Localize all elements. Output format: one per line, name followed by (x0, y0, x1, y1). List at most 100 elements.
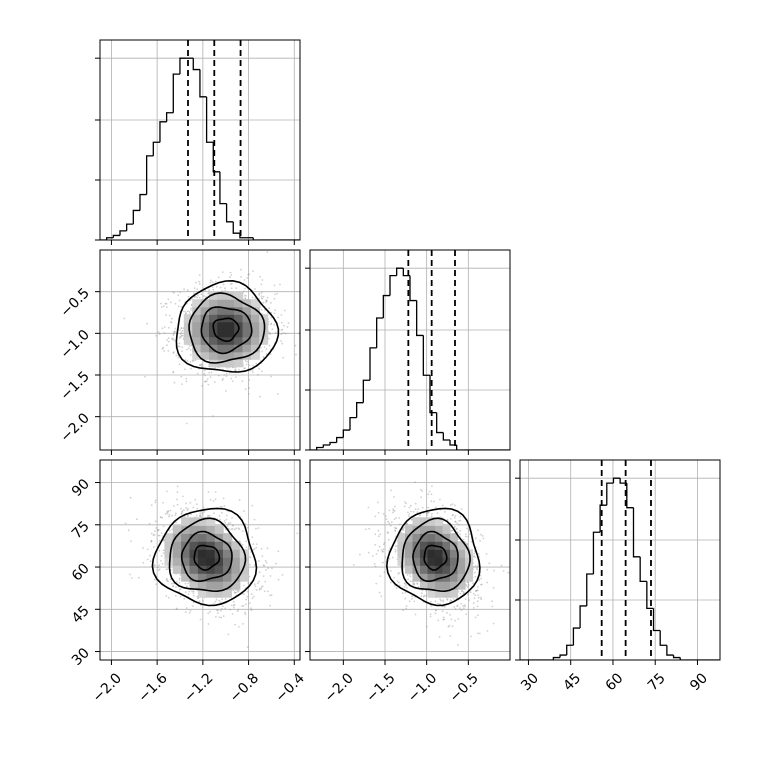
scatter-point (269, 353, 272, 356)
scatter-point (411, 518, 413, 521)
scatter-point (467, 535, 470, 538)
scatter-point (260, 547, 263, 550)
scatter-point (171, 528, 174, 531)
scatter-point (428, 490, 431, 493)
scatter-point (196, 296, 199, 299)
scatter-point (196, 595, 199, 598)
scatter-point (236, 590, 239, 593)
scatter-point (232, 524, 235, 527)
hist-bin (225, 203, 234, 223)
scatter-point (213, 381, 216, 383)
scatter-point (475, 567, 478, 570)
scatter-point (217, 374, 220, 377)
scatter-point (155, 527, 158, 529)
scatter-point (234, 369, 237, 372)
scatter-point (439, 603, 441, 605)
scatter-point (237, 589, 240, 592)
scatter-point (183, 310, 185, 313)
scatter-point (149, 554, 151, 557)
scatter-point (252, 543, 255, 546)
scatter-point (190, 304, 193, 307)
density-cell (192, 314, 202, 323)
hist-bin (416, 300, 424, 337)
scatter-point (398, 584, 401, 587)
scatter-point (193, 296, 196, 298)
scatter-point (225, 514, 228, 517)
scatter-point (232, 604, 235, 607)
scatter-point (262, 295, 265, 298)
scatter-p1-p3-ytick-label: 75 (69, 518, 93, 542)
scatter-point (129, 496, 132, 499)
scatter-point (174, 594, 177, 597)
scatter-p1-p2-ytick-label: −2.0 (57, 410, 92, 445)
scatter-point (178, 577, 181, 580)
density-cell (164, 533, 174, 542)
hist-bin (232, 221, 240, 234)
scatter-point (250, 593, 253, 596)
scatter-point (171, 582, 173, 585)
scatter-point (221, 607, 223, 610)
density-cell (223, 589, 232, 598)
scatter-point (166, 512, 169, 515)
scatter-point (246, 526, 249, 529)
scatter-point (188, 345, 191, 347)
scatter-point (456, 531, 459, 534)
scatter-point (167, 580, 170, 583)
hist-bin (572, 627, 581, 646)
scatter-p2-p3-xtick-label: −1.0 (405, 670, 440, 705)
scatter-point (211, 286, 214, 288)
scatter-point (468, 599, 470, 602)
scatter-point (261, 297, 264, 300)
scatter-point (479, 574, 482, 577)
hist-bin (205, 96, 214, 143)
scatter-point (193, 287, 196, 289)
scatter-point (491, 600, 493, 603)
scatter-point (485, 553, 488, 555)
scatter-point (212, 500, 215, 502)
scatter-point (154, 499, 157, 502)
scatter-p2-p3-panel: −2.0 −1.5 −1.0 −0.5 (305, 459, 511, 706)
scatter-point (277, 578, 280, 581)
scatter-point (157, 534, 160, 537)
scatter-point (157, 529, 160, 532)
scatter-point (463, 592, 465, 594)
scatter-point (242, 604, 245, 607)
scatter-point (186, 360, 189, 362)
scatter-point (242, 290, 245, 293)
scatter-point (220, 511, 223, 514)
scatter-point (367, 506, 370, 509)
scatter-point (474, 565, 477, 567)
scatter-point (275, 562, 277, 565)
scatter-point (172, 585, 174, 588)
scatter-point (270, 594, 273, 596)
scatter-point (408, 600, 411, 603)
density-cell (250, 321, 260, 330)
scatter-point (235, 591, 237, 594)
scatter-point (148, 522, 151, 525)
scatter-point (224, 598, 227, 600)
density-cell (209, 329, 218, 338)
scatter-point (269, 333, 271, 336)
scatter-point (201, 384, 204, 387)
scatter-point (253, 547, 256, 550)
scatter-point (144, 375, 146, 378)
scatter-point (261, 297, 263, 300)
scatter-point (410, 510, 412, 513)
density-cell (209, 336, 218, 345)
scatter-point (234, 376, 237, 378)
scatter-point (474, 537, 477, 540)
scatter-point (451, 503, 454, 506)
scatter-point (229, 608, 232, 611)
scatter-point (226, 525, 229, 528)
scatter-point (237, 527, 240, 530)
scatter-point (215, 598, 218, 601)
scatter-point (491, 605, 494, 608)
scatter-point (154, 530, 156, 533)
scatter-point (190, 367, 192, 370)
scatter-point (213, 512, 216, 515)
scatter-point (463, 604, 466, 607)
scatter-p2-p3-xtick-label: −1.5 (363, 670, 398, 705)
scatter-point (178, 582, 181, 584)
scatter-point (373, 562, 376, 565)
